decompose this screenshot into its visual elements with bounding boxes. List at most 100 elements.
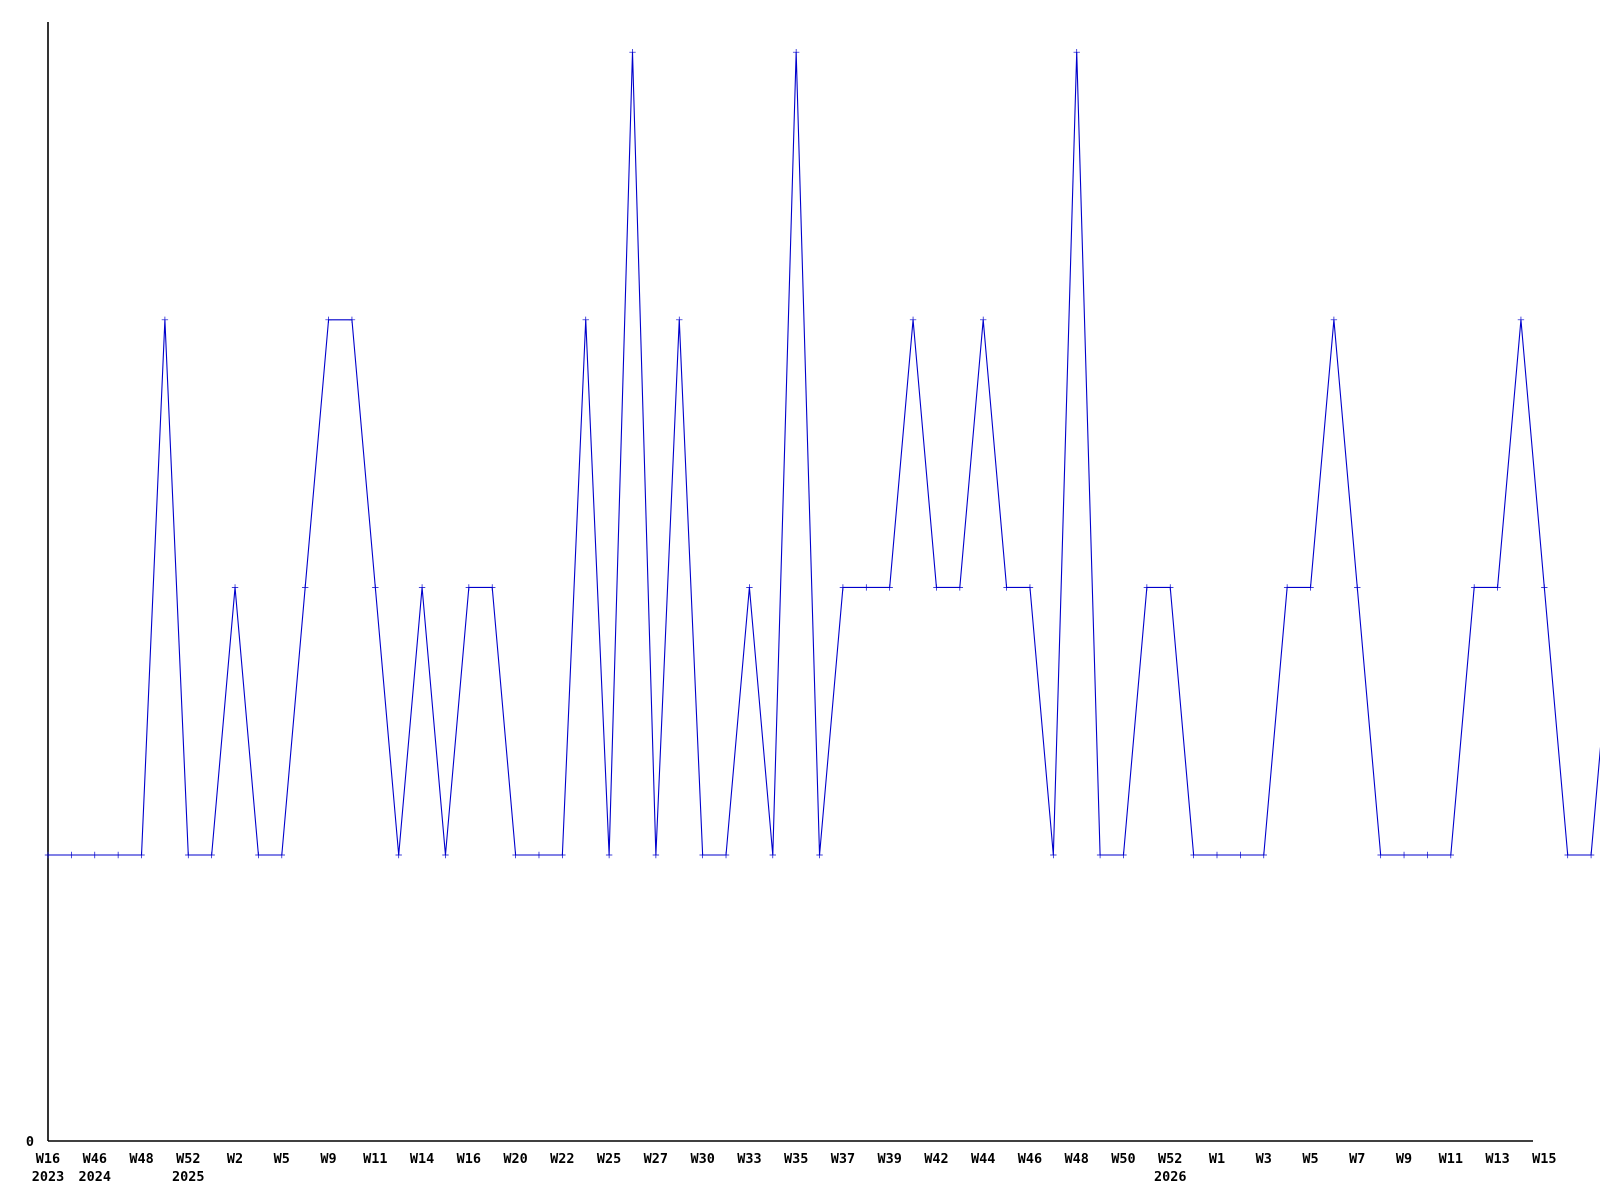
- x-tick-label: W50: [1111, 1151, 1135, 1167]
- x-year-label: 2023: [32, 1169, 65, 1185]
- x-tick-label: W37: [831, 1151, 855, 1167]
- series-line: [48, 52, 1600, 856]
- x-tick-label: W16: [457, 1151, 481, 1167]
- data-point-marker: [933, 584, 940, 591]
- x-tick-label: W39: [877, 1151, 901, 1167]
- data-point-marker: [1517, 316, 1525, 323]
- x-tick-label: W20: [503, 1151, 527, 1167]
- data-point-marker: [559, 851, 566, 859]
- x-tick-label: W52: [1158, 1151, 1182, 1167]
- data-point-marker: [1167, 584, 1174, 591]
- data-point-marker: [44, 851, 52, 859]
- series-marker-group: [44, 49, 1595, 859]
- data-point-marker: [769, 851, 776, 859]
- data-point-marker: [582, 316, 589, 323]
- x-year-label-group: 2023 2024 2025 2026: [32, 1169, 1187, 1185]
- data-point-marker: [605, 851, 613, 859]
- data-point-marker: [746, 584, 753, 591]
- data-point-marker: [1400, 851, 1408, 859]
- data-point-marker: [1541, 584, 1548, 591]
- data-point-marker: [348, 316, 356, 323]
- x-tick-label: W42: [924, 1151, 948, 1167]
- data-point-marker: [1260, 851, 1267, 859]
- x-tick-label: W5: [274, 1151, 290, 1167]
- x-tick-label: W9: [320, 1151, 336, 1167]
- data-point-marker: [91, 851, 98, 859]
- data-point-marker: [1470, 584, 1478, 591]
- x-tick-label: W11: [363, 1151, 387, 1167]
- data-point-marker: [278, 851, 285, 859]
- x-tick-label: W3: [1256, 1151, 1272, 1167]
- x-tick-label-group: W16 W46 W48 W52 W2 W5 W9 W11 W14 W16 W20 W22 W25 W27 W…: [36, 1151, 1557, 1167]
- data-point-marker: [1354, 584, 1361, 591]
- data-point-marker: [1213, 851, 1221, 859]
- data-point-marker: [68, 851, 75, 859]
- data-point-marker: [863, 584, 870, 591]
- data-point-marker: [1003, 584, 1010, 591]
- data-point-marker: [231, 584, 239, 591]
- data-point-marker: [1330, 316, 1338, 323]
- data-point-marker: [839, 584, 847, 591]
- data-point-marker: [699, 851, 706, 859]
- data-point-marker: [629, 49, 636, 56]
- data-point-marker: [418, 584, 426, 591]
- x-year-label: 2026: [1154, 1169, 1187, 1185]
- x-tick-label: W30: [690, 1151, 714, 1167]
- data-point-marker: [886, 584, 893, 591]
- x-tick-label: W16: [36, 1151, 60, 1167]
- data-point-marker: [1026, 584, 1034, 591]
- data-point-marker: [1307, 584, 1314, 591]
- data-point-marker: [1120, 851, 1127, 859]
- x-year-label: 2024: [79, 1169, 112, 1185]
- data-point-marker: [1424, 851, 1431, 859]
- data-point-marker: [442, 851, 449, 859]
- data-point-marker: [1587, 851, 1595, 859]
- data-point-marker: [956, 584, 964, 591]
- data-point-marker: [1190, 851, 1197, 859]
- data-point-marker: [816, 851, 823, 859]
- data-point-marker: [325, 316, 332, 323]
- data-point-marker: [161, 316, 169, 323]
- y-tick-label-0: 0: [26, 1134, 34, 1150]
- data-point-marker: [792, 49, 800, 56]
- x-tick-label: W46: [1018, 1151, 1042, 1167]
- x-tick-label: W11: [1439, 1151, 1463, 1167]
- data-point-marker: [465, 584, 473, 591]
- data-point-marker: [1283, 584, 1291, 591]
- data-point-marker: [185, 851, 192, 859]
- data-point-marker: [255, 851, 262, 859]
- data-point-marker: [1377, 851, 1384, 859]
- x-tick-label: W52: [176, 1151, 200, 1167]
- data-point-marker: [1447, 851, 1454, 859]
- data-point-marker: [1050, 851, 1057, 859]
- data-point-marker: [208, 851, 215, 859]
- x-year-label: 2025: [172, 1169, 205, 1185]
- x-tick-label: W7: [1349, 1151, 1365, 1167]
- x-tick-label: W1: [1209, 1151, 1225, 1167]
- data-point-marker: [395, 851, 402, 859]
- x-tick-label: W15: [1532, 1151, 1556, 1167]
- data-point-marker: [1564, 851, 1571, 859]
- x-tick-label: W22: [550, 1151, 574, 1167]
- data-point-marker: [489, 584, 496, 591]
- x-tick-label: W5: [1302, 1151, 1318, 1167]
- data-point-marker: [114, 851, 122, 859]
- x-tick-label: W14: [410, 1151, 434, 1167]
- data-point-marker: [535, 851, 543, 859]
- x-tick-label: W9: [1396, 1151, 1412, 1167]
- data-point-marker: [676, 316, 683, 323]
- x-tick-label: W48: [1065, 1151, 1089, 1167]
- series-polyline-group: [48, 52, 1600, 856]
- data-point-marker: [980, 316, 987, 323]
- x-tick-label: W48: [129, 1151, 153, 1167]
- data-point-marker: [722, 851, 730, 859]
- x-tick-label: W33: [737, 1151, 761, 1167]
- x-tick-label: W2: [227, 1151, 243, 1167]
- x-tick-label: W13: [1485, 1151, 1509, 1167]
- data-point-marker: [1096, 851, 1104, 859]
- data-point-marker: [1494, 584, 1501, 591]
- data-point-marker: [1143, 584, 1151, 591]
- data-point-marker: [512, 851, 519, 859]
